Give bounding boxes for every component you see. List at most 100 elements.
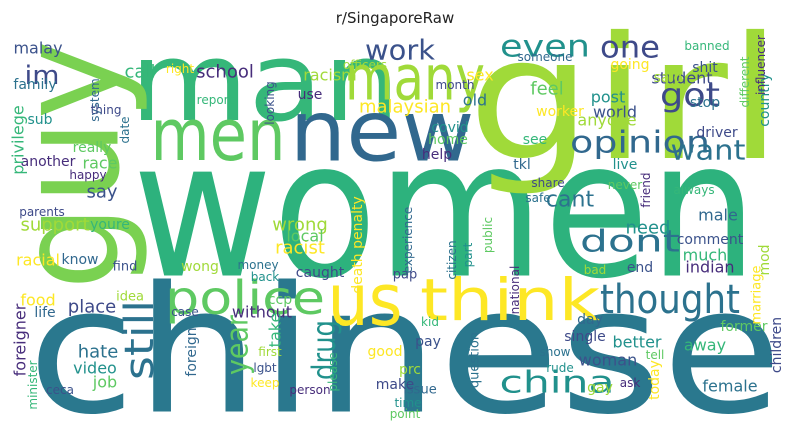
word: away [684,336,726,355]
word: report [197,93,234,107]
word: never [608,178,642,192]
word: single [564,329,605,345]
word: better [613,333,662,352]
word: someone [518,50,573,64]
word: thing [91,103,122,117]
word: see [523,132,548,148]
word: ccp [268,292,292,308]
word: please [326,352,340,391]
word: female [702,377,757,396]
word: drug [305,320,343,380]
word: still [117,300,163,380]
word: influencer [754,35,768,95]
word: pap [393,268,417,283]
word: public [481,217,495,253]
word: sex [466,66,493,85]
word: live [613,157,638,173]
word: money [237,258,278,272]
word: system [88,78,102,121]
word: banned [684,39,729,53]
word: looking [263,81,277,125]
word: foreign [184,327,200,376]
word: anyone [577,111,636,130]
word: youre [90,217,130,233]
word: marriage [750,266,765,325]
word: country [757,73,773,127]
word: racial [16,251,60,270]
word: racism [303,66,357,85]
word: idea [116,290,144,305]
word: opinion [570,126,710,161]
word: wong [181,259,219,275]
word: thought [600,277,740,323]
word: one [600,31,660,66]
word: male [698,206,738,225]
word: help [422,147,452,163]
word: woman [579,351,637,370]
word: end [627,260,653,276]
word: gay [587,380,613,396]
word: chinese [28,251,783,427]
word: student [651,69,712,88]
word: race [82,154,117,173]
word: day [577,312,603,328]
word: death penalty [350,196,366,294]
word: feel [530,79,564,100]
word: women [133,100,758,321]
word: malaysian [359,97,451,118]
word: ask [620,376,641,390]
word: need [626,218,671,239]
word: covid [431,120,468,136]
word: first [258,345,282,359]
word: new [290,83,475,182]
word: say [86,182,117,203]
word: former [720,319,767,335]
word: us [328,258,403,342]
word: part [461,242,475,267]
word: parents [19,205,65,219]
word: home [428,132,468,148]
word: officers [343,58,387,72]
word: citizen [445,240,459,279]
word: said [654,70,683,86]
word: different [738,56,752,107]
word: wrong [272,215,328,236]
word: food [20,291,55,310]
word: happy [69,168,106,182]
word: think [420,266,601,334]
word: kid [421,315,439,329]
word: much [683,246,728,265]
word: call [125,62,156,83]
word: always [673,183,714,197]
word: im [25,61,60,91]
word: friend [639,172,653,207]
word: malay [13,39,62,58]
word: month [436,78,475,92]
word: point [390,407,421,421]
word: want [671,134,746,167]
word: girl [468,1,783,199]
word: hate [78,342,119,363]
word: pay [415,334,441,350]
word: post [591,88,626,107]
word: got [660,76,720,114]
word: going [610,57,649,73]
word: racist [275,238,325,259]
word: experience [401,207,415,274]
word: year [221,314,256,375]
word: driver [696,125,737,141]
word: time [394,396,421,410]
word: local [286,227,323,246]
word: men [151,93,286,177]
word: children [769,317,785,373]
word: comment [677,232,744,248]
word: guy [0,40,152,290]
word: caught [296,265,345,281]
word: sub [27,112,52,128]
word: even [500,30,590,65]
word: good [368,344,403,360]
word: world [593,103,637,122]
word: question [468,332,483,388]
word: minister [26,360,40,409]
